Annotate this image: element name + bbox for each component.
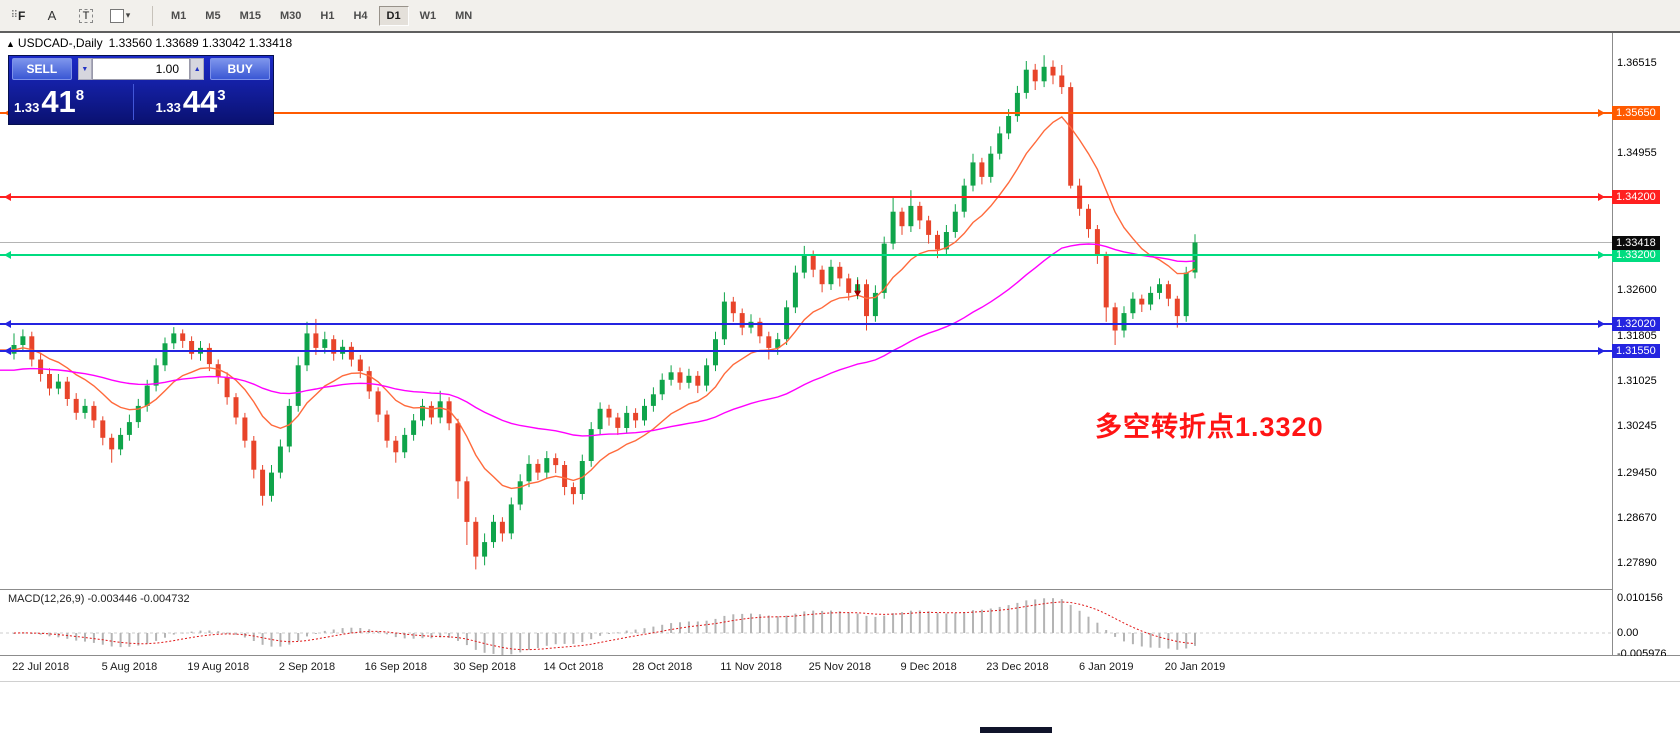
chart-frame-bottom [0, 655, 1680, 656]
line-endpoint-arrow [1598, 346, 1609, 355]
candlestick-svg [0, 55, 1612, 570]
timeframe-h1[interactable]: H1 [312, 6, 342, 26]
date-axis-label: 6 Jan 2019 [1079, 661, 1134, 673]
timeframe-w1[interactable]: W1 [412, 6, 445, 26]
macd-axis-label: 0.00 [1617, 627, 1639, 639]
date-axis-label: 2 Sep 2018 [278, 661, 336, 673]
trade-prices-row: 1.33418 1.33443 [12, 80, 270, 124]
taskbar-peek[interactable] [980, 727, 1052, 733]
price-chart-area[interactable]: ▲ USDCAD-,Daily 1.33560 1.33689 1.33042 1.… [0, 33, 1612, 589]
macd-panel[interactable]: MACD(12,26,9) -0.003446 -0.004732 [0, 590, 1612, 655]
price-axis-label: 1.34955 [1617, 147, 1657, 160]
symbol-title: USDCAD-,Daily [17, 36, 103, 50]
dots-glyph: ⠿ [10, 10, 18, 21]
price-axis-label: 1.31025 [1617, 375, 1657, 388]
date-axis-label: 11 Nov 2018 [720, 661, 782, 673]
date-axis-label: 30 Sep 2018 [453, 661, 516, 673]
f-glyph: F [17, 8, 26, 23]
price-axis-label: 1.28670 [1617, 511, 1657, 524]
macd-axis-label: 0.010156 [1617, 591, 1663, 604]
chart-frame-top [0, 31, 1680, 33]
volume-increase-button[interactable]: ▲ [190, 58, 205, 80]
hline-1.33200[interactable] [0, 254, 1612, 257]
text-label-tool-icon[interactable]: A [40, 5, 64, 27]
price-badge-1.34200: 1.34200 [1612, 190, 1660, 205]
macd-values: -0.003446 -0.004732 [87, 593, 190, 605]
timeframe-m1[interactable]: M1 [163, 6, 194, 26]
t-glyph: T [78, 8, 94, 23]
buy-button[interactable]: BUY [210, 58, 270, 80]
line-endpoint-arrow [0, 251, 11, 260]
text-box-tool-icon[interactable]: T [74, 5, 98, 27]
date-axis-label: 5 Aug 2018 [101, 661, 158, 673]
hline-1.31550[interactable] [0, 349, 1612, 352]
line-endpoint-arrow [0, 346, 11, 355]
line-endpoint-arrow [0, 319, 11, 328]
date-axis-label: 22 Jul 2018 [12, 661, 70, 673]
price-badge-1.33418: 1.33418 [1612, 235, 1660, 250]
timeframe-m30[interactable]: M30 [272, 6, 309, 26]
chart-toolbar: ⠿ F A T ▾ M1 M5 M15 M30 H1 H4 D1 W1 MN [0, 0, 1680, 31]
hline-1.32020[interactable] [0, 322, 1612, 325]
price-axis-label: 1.36515 [1617, 57, 1657, 69]
trade-controls-row: SELL ▼ ▲ BUY [12, 58, 270, 80]
volume-decrease-button[interactable]: ▼ [77, 58, 92, 80]
date-axis-label: 20 Jan 2019 [1164, 661, 1226, 673]
timeframe-mn[interactable]: MN [447, 6, 480, 26]
timeframe-h4[interactable]: H4 [345, 6, 375, 26]
chevron-down-icon: ▾ [125, 10, 131, 20]
price-axis[interactable]: 1.36515 1.34955 1.32600 1.31805 1.31025 1.302… [1612, 33, 1680, 660]
date-axis[interactable]: 22 Jul 2018 5 Aug 2018 19 Aug 2018 2 Sep 20… [0, 656, 1680, 681]
sell-price: 1.33418 [14, 84, 85, 119]
price-badge-1.32020: 1.32020 [1612, 316, 1660, 331]
chart-annotation[interactable]: 多空转折点1.3320 [1095, 412, 1324, 442]
price-divider [132, 84, 134, 120]
up-triangle-icon: ▲ [6, 39, 15, 49]
panel-divider[interactable] [0, 589, 1680, 590]
date-axis-label: 14 Oct 2018 [543, 661, 604, 673]
indicator-list-icon[interactable]: ⠿ F [6, 5, 30, 27]
price-axis-label: 1.30245 [1617, 420, 1657, 433]
date-axis-label: 9 Dec 2018 [900, 661, 957, 673]
price-badge-1.35650: 1.35650 [1612, 106, 1660, 121]
timeframe-d1[interactable]: D1 [378, 5, 409, 26]
price-axis-label: 1.27890 [1617, 557, 1657, 569]
price-badge-1.31550: 1.31550 [1612, 343, 1660, 358]
cursor-rect-icon [109, 8, 124, 23]
line-endpoint-arrow [1598, 319, 1609, 328]
one-click-trading-panel: SELL ▼ ▲ BUY 1.33418 1.33443 [8, 55, 274, 125]
line-endpoint-arrow [1598, 193, 1609, 202]
a-glyph: A [47, 8, 57, 23]
date-axis-label: 16 Sep 2018 [364, 661, 428, 673]
timeframe-group: M1 M5 M15 M30 H1 H4 D1 W1 MN [163, 5, 483, 26]
chart-header: ▲ USDCAD-,Daily 1.33560 1.33689 1.33042 1.… [6, 36, 292, 50]
macd-indicator-label: MACD(12,26,9) -0.003446 -0.004732 [8, 593, 190, 605]
line-endpoint-arrow [1598, 251, 1609, 260]
price-badge-1.33200: 1.33200 [1612, 248, 1660, 263]
macd-svg [0, 598, 1612, 655]
line-endpoint-arrow [0, 109, 11, 118]
price-axis-label: 1.31805 [1617, 330, 1657, 343]
hline-1.34200[interactable] [0, 196, 1612, 199]
date-axis-label: 25 Nov 2018 [808, 661, 872, 673]
timeframe-m15[interactable]: M15 [232, 6, 269, 26]
line-endpoint-arrow [1598, 109, 1609, 118]
price-axis-label: 1.32600 [1617, 283, 1657, 296]
volume-input[interactable] [92, 58, 190, 80]
hline-1.35650[interactable] [0, 112, 1612, 115]
timeframe-m5[interactable]: M5 [197, 6, 228, 26]
ohlc-values: 1.33560 1.33689 1.33042 1.33418 [108, 36, 293, 50]
date-axis-frame [0, 681, 1680, 682]
date-axis-label: 19 Aug 2018 [187, 661, 250, 673]
cursor-tool-icon[interactable]: ▾ [108, 5, 132, 27]
line-endpoint-arrow [0, 193, 11, 202]
date-axis-label: 23 Dec 2018 [986, 661, 1049, 673]
sell-button[interactable]: SELL [12, 58, 72, 80]
date-axis-label: 28 Oct 2018 [632, 661, 693, 673]
price-axis-label: 1.29450 [1617, 466, 1657, 479]
buy-price: 1.33443 [155, 84, 226, 119]
toolbar-separator [152, 5, 153, 26]
